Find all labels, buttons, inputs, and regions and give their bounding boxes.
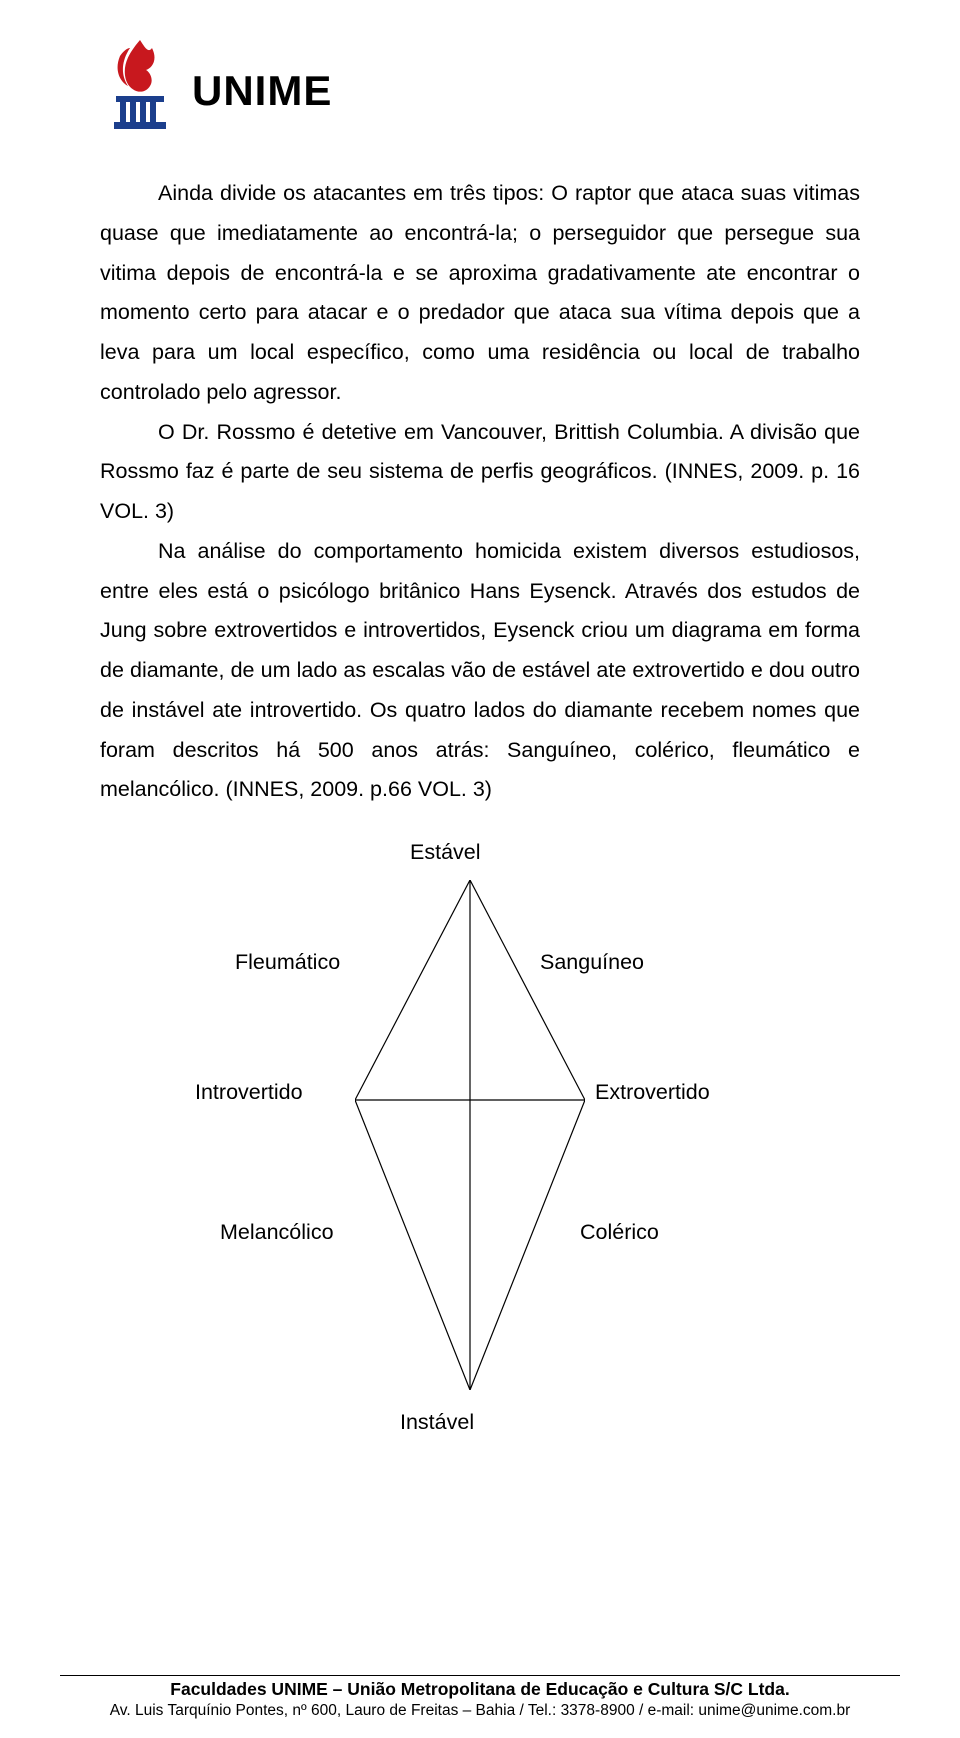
footer-address: Av. Luis Tarquínio Pontes, nº 600, Lauro… bbox=[0, 1702, 960, 1720]
paragraph-3: Na análise do comportamento homicida exi… bbox=[100, 532, 860, 810]
diagram-label-lower-right: Colérico bbox=[580, 1220, 659, 1245]
diagram-label-upper-left: Fleumático bbox=[235, 950, 340, 975]
logo-block: UNIME bbox=[100, 36, 860, 146]
paragraph-2: O Dr. Rossmo é detetive em Vancouver, Br… bbox=[100, 413, 860, 532]
logo-text: UNIME bbox=[192, 67, 332, 115]
diagram-label-top: Estável bbox=[410, 840, 481, 865]
diagram-label-lower-left: Melancólico bbox=[220, 1220, 334, 1245]
page: UNIME Ainda divide os atacantes em três … bbox=[0, 0, 960, 1480]
paragraph-1: Ainda divide os atacantes em três tipos:… bbox=[100, 174, 860, 413]
footer: Faculdades UNIME – União Metropolitana d… bbox=[0, 1675, 960, 1720]
diagram-label-bottom: Instável bbox=[400, 1410, 474, 1435]
diagram-label-mid-right: Extrovertido bbox=[595, 1080, 710, 1105]
diagram-label-mid-left: Introvertido bbox=[195, 1080, 303, 1105]
diagram-label-upper-right: Sanguíneo bbox=[540, 950, 644, 975]
unime-logo-icon bbox=[100, 36, 180, 146]
eysenck-diamond-diagram: Estável Fleumático Sanguíneo Introvertid… bbox=[100, 840, 860, 1480]
footer-institution: Faculdades UNIME – União Metropolitana d… bbox=[60, 1675, 900, 1700]
